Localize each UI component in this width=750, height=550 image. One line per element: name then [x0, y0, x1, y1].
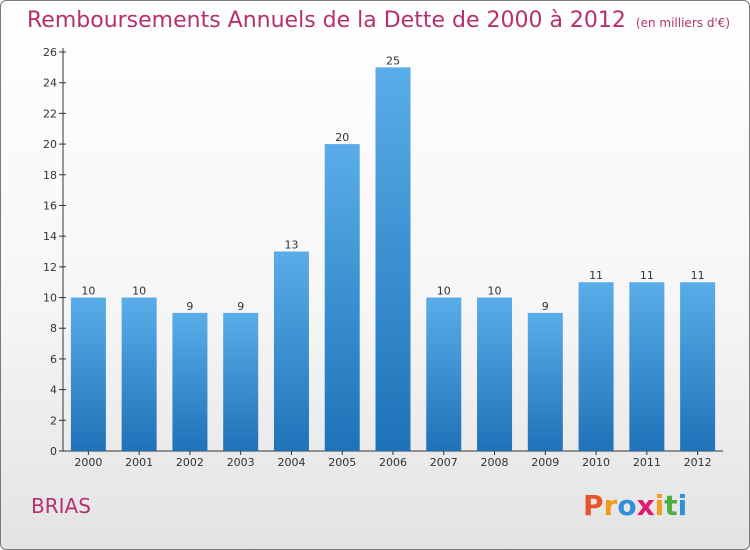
bar-2000	[70, 297, 106, 451]
bar-2003	[223, 312, 259, 451]
y-tick-label: 0	[50, 445, 57, 458]
x-tick-label-2004: 2004	[277, 456, 305, 469]
x-tick-label-2002: 2002	[176, 456, 204, 469]
value-label-2011: 11	[640, 269, 654, 282]
x-tick-label-2011: 2011	[633, 456, 661, 469]
bar-2004	[273, 251, 309, 451]
x-tick-label-2009: 2009	[531, 456, 559, 469]
x-tick-label-2010: 2010	[582, 456, 610, 469]
bar-2008	[477, 297, 513, 451]
value-label-2007: 10	[437, 285, 451, 298]
chart-title: Remboursements Annuels de la Dette de 20…	[27, 8, 730, 33]
y-tick-label: 20	[43, 138, 57, 151]
bar-2010	[578, 282, 614, 451]
y-tick-label: 18	[43, 169, 57, 182]
x-tick-label-2008: 2008	[481, 456, 509, 469]
value-label-2008: 10	[488, 285, 502, 298]
value-label-2009: 9	[542, 300, 549, 313]
value-label-2000: 10	[81, 285, 95, 298]
chart-unit: (en milliers d'€)	[635, 16, 731, 30]
logo-letter: i	[654, 489, 665, 522]
bar-2006	[375, 67, 411, 451]
y-tick-label: 26	[43, 46, 57, 59]
logo-letter: i	[677, 489, 688, 522]
logo-letter: x	[636, 489, 655, 522]
bar-2007	[426, 297, 462, 451]
value-label-2004: 13	[284, 239, 298, 252]
logo-letter: P	[583, 489, 604, 522]
x-tick-label-2003: 2003	[227, 456, 255, 469]
y-tick-label: 6	[50, 353, 57, 366]
value-label-2001: 10	[132, 285, 146, 298]
value-label-2002: 9	[186, 300, 193, 313]
x-tick-label-2007: 2007	[430, 456, 458, 469]
y-tick-label: 10	[43, 292, 57, 305]
logo-letter: r	[603, 489, 618, 522]
value-label-2003: 9	[237, 300, 244, 313]
bar-2009	[527, 312, 563, 451]
bar-2001	[121, 297, 157, 451]
logo-letter: o	[617, 489, 637, 522]
bar-2011	[629, 282, 665, 451]
x-tick-label-2005: 2005	[328, 456, 356, 469]
bar-2005	[324, 144, 360, 452]
value-label-2006: 25	[386, 54, 400, 67]
proxiti-logo: Proxiti	[583, 489, 687, 522]
y-tick-label: 14	[43, 230, 57, 243]
value-label-2012: 11	[691, 269, 705, 282]
y-tick-label: 2	[50, 414, 57, 427]
y-tick-label: 8	[50, 322, 57, 335]
x-tick-label-2000: 2000	[74, 456, 102, 469]
chart-title-text: Remboursements Annuels de la Dette de 20…	[27, 8, 626, 33]
x-tick-label-2006: 2006	[379, 456, 407, 469]
x-tick-label-2001: 2001	[125, 456, 153, 469]
y-tick-label: 16	[43, 199, 57, 212]
y-tick-label: 22	[43, 107, 57, 120]
bar-2002	[172, 312, 208, 451]
commune-name: BRIAS	[31, 494, 91, 518]
logo-letter: t	[664, 489, 678, 522]
y-tick-label: 24	[43, 77, 57, 90]
bar-2012	[680, 282, 716, 451]
y-tick-label: 12	[43, 261, 57, 274]
x-tick-label-2012: 2012	[684, 456, 712, 469]
value-label-2005: 20	[335, 131, 349, 144]
value-label-2010: 11	[589, 269, 603, 282]
y-tick-label: 4	[50, 384, 57, 397]
